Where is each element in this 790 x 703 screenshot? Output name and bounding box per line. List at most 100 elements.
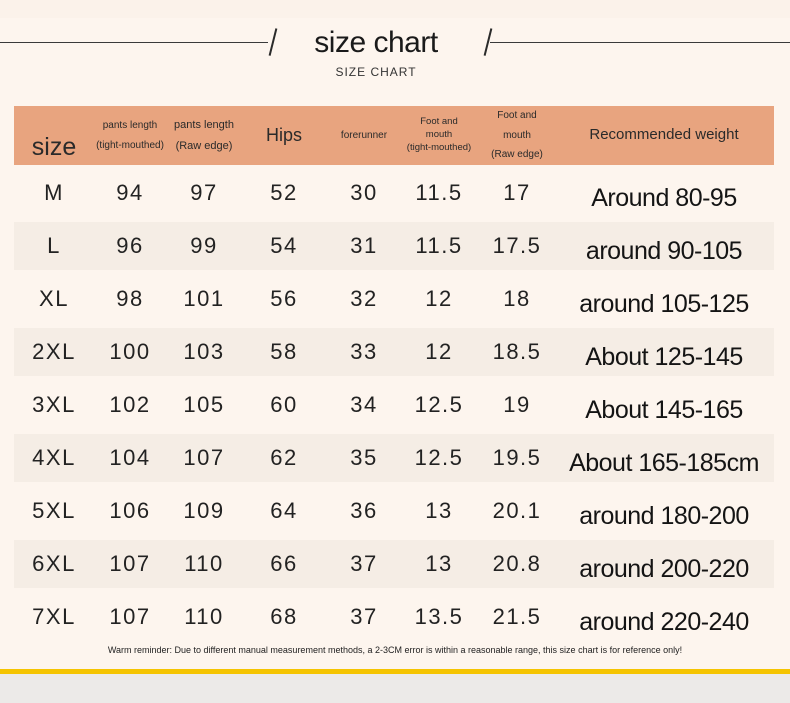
cell-pants-length-raw: 99	[190, 233, 218, 258]
cell-forerunner: 37	[350, 604, 378, 629]
cell-pants-length-tight: 96	[116, 233, 144, 258]
cell-pants-length-raw: 110	[184, 604, 224, 629]
cell-forerunner: 33	[350, 339, 378, 364]
cell-pants-length-tight: 107	[109, 604, 151, 629]
table-row: 4XL 104 107 62 35 12.5 19.5 About 165-185cm	[14, 434, 774, 482]
cell-pants-length-raw: 107	[183, 445, 225, 470]
cell-forerunner: 36	[350, 498, 378, 523]
header-line: mouth	[425, 129, 453, 141]
header-recommended-weight: Recommended weight	[564, 106, 764, 165]
cell-recommended-weight: around 180-200	[579, 502, 749, 530]
accent-bar	[0, 669, 790, 674]
cell-foot-mouth-raw: 21.5	[492, 604, 542, 629]
cell-size: M	[44, 180, 64, 205]
cell-recommended-weight: around 105-125	[579, 290, 749, 318]
cell-hips: 54	[270, 233, 298, 258]
header-line: mouth	[503, 129, 531, 141]
cell-forerunner: 32	[350, 286, 378, 311]
cell-forerunner: 34	[350, 392, 378, 417]
cell-foot-mouth-tight: 12	[425, 286, 453, 311]
header-line: (Raw edge)	[491, 149, 543, 161]
cell-pants-length-raw: 110	[184, 551, 224, 576]
cell-foot-mouth-raw: 17.5	[492, 233, 542, 258]
cell-hips: 58	[270, 339, 298, 364]
cell-pants-length-tight: 106	[109, 498, 151, 523]
cell-foot-mouth-raw: 18	[503, 286, 531, 311]
cell-foot-mouth-raw: 19.5	[492, 445, 542, 470]
cell-hips: 56	[270, 286, 298, 311]
cell-foot-mouth-raw: 18.5	[492, 339, 542, 364]
cell-pants-length-tight: 100	[109, 339, 151, 364]
cell-size: 2XL	[32, 339, 76, 364]
table-row: 6XL 107 110 66 37 13 20.8 around 200-220	[14, 540, 774, 588]
header-line: Recommended weight	[589, 126, 739, 144]
header-hips: Hips	[249, 106, 319, 165]
header-foot-mouth-raw: Foot and mouth (Raw edge)	[479, 106, 555, 165]
cell-recommended-weight: around 200-220	[579, 555, 749, 583]
cell-foot-mouth-tight: 11.5	[415, 233, 463, 258]
cell-pants-length-raw: 103	[183, 339, 225, 364]
cell-foot-mouth-raw: 20.8	[492, 551, 542, 576]
cell-pants-length-tight: 104	[109, 445, 151, 470]
bottom-band	[0, 674, 790, 703]
table-header: size pants length (tight-mouthed) pants len…	[14, 106, 774, 165]
cell-size: L	[47, 233, 61, 258]
cell-recommended-weight: About 145-165	[585, 396, 743, 424]
table-row: 3XL 102 105 60 34 12.5 19 About 145-165	[14, 381, 774, 429]
cell-recommended-weight: Around 80-95	[591, 184, 737, 212]
cell-foot-mouth-tight: 12.5	[414, 445, 464, 470]
cell-foot-mouth-tight: 12.5	[414, 392, 464, 417]
cell-foot-mouth-raw: 17	[503, 180, 531, 205]
cell-forerunner: 31	[350, 233, 378, 258]
cell-recommended-weight: About 165-185cm	[569, 449, 759, 477]
cell-pants-length-tight: 94	[116, 180, 144, 205]
header-line: size	[31, 132, 77, 161]
header-line: Hips	[265, 125, 302, 146]
cell-pants-length-raw: 101	[183, 286, 225, 311]
top-band	[0, 0, 790, 18]
cell-hips: 52	[270, 180, 298, 205]
cell-foot-mouth-raw: 20.1	[492, 498, 542, 523]
header-line: pants length	[174, 118, 234, 131]
cell-foot-mouth-tight: 13	[425, 551, 453, 576]
warm-reminder: Warm reminder: Due to different manual m…	[107, 645, 683, 655]
cell-foot-mouth-raw: 19	[503, 392, 531, 417]
cell-recommended-weight: around 220-240	[579, 608, 749, 636]
header-line: (Raw edge)	[175, 139, 233, 152]
cell-recommended-weight: About 125-145	[585, 343, 743, 371]
cell-size: 4XL	[32, 445, 76, 470]
cell-size: 3XL	[32, 392, 76, 417]
cell-foot-mouth-tight: 13.5	[414, 604, 464, 629]
cell-forerunner: 35	[350, 445, 378, 470]
cell-pants-length-raw: 109	[183, 498, 225, 523]
table-row: L 96 99 54 31 11.5 17.5 around 90-105	[14, 222, 774, 270]
cell-size: 6XL	[32, 551, 76, 576]
cell-foot-mouth-tight: 13	[425, 498, 453, 523]
header-line: (tight-mouthed)	[406, 141, 472, 153]
header-line: Foot and	[497, 110, 537, 122]
cell-foot-mouth-tight: 11.5	[415, 180, 463, 205]
cell-pants-length-raw: 105	[183, 392, 225, 417]
cell-hips: 62	[270, 445, 298, 470]
cell-pants-length-tight: 102	[109, 392, 151, 417]
cell-forerunner: 30	[350, 180, 378, 205]
cell-size: XL	[39, 286, 69, 311]
table-row: 2XL 100 103 58 33 12 18.5 About 125-145	[14, 328, 774, 376]
header-line: pants length	[102, 120, 158, 131]
header-line: Foot and	[420, 116, 458, 128]
cell-size: 7XL	[32, 604, 76, 629]
header-line: (tight-mouthed)	[96, 139, 164, 151]
header-foot-mouth-tight: Foot and mouth (tight-mouthed)	[399, 106, 479, 165]
cell-hips: 66	[270, 551, 298, 576]
page-subtitle: SIZE CHART	[335, 65, 417, 79]
cell-forerunner: 37	[350, 551, 378, 576]
header-forerunner: forerunner	[324, 106, 404, 165]
cell-foot-mouth-tight: 12	[425, 339, 453, 364]
table-row: M 94 97 52 30 11.5 17 Around 80-95	[14, 169, 774, 217]
table-row: XL 98 101 56 32 12 18 around 105-125	[14, 275, 774, 323]
page-title: size chart	[314, 26, 438, 59]
table-row: 7XL 107 110 68 37 13.5 21.5 around 220-240	[14, 593, 774, 641]
cell-pants-length-raw: 97	[190, 180, 218, 205]
cell-recommended-weight: around 90-105	[585, 237, 743, 265]
cell-size: 5XL	[32, 498, 76, 523]
